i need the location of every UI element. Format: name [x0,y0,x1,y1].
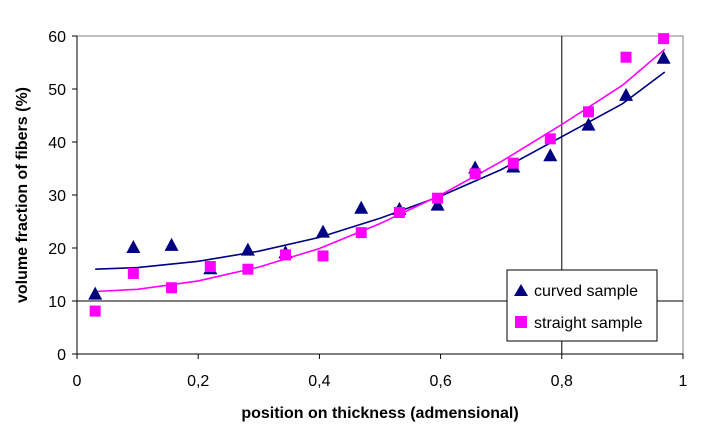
data-point-straight [620,51,632,63]
data-point-curved [354,200,369,214]
x-tick-label: 0,4 [308,373,330,390]
trend-lines [95,48,666,293]
data-point-straight [393,206,405,218]
y-tick-label: 20 [48,241,66,258]
data-point-straight [355,227,367,239]
data-point-straight [166,282,178,294]
trend-line-curved [95,71,666,270]
trend-line-straight [95,48,666,293]
x-tick-label: 1 [679,373,688,390]
data-point-straight [432,192,444,204]
data-point-straight [317,250,329,262]
data-point-curved [543,148,558,162]
data-point-straight [204,261,216,273]
legend-label-curved: curved sample [534,283,638,300]
legend-square-icon [515,316,527,328]
y-tick-label: 0 [57,347,66,364]
data-point-straight [544,133,556,145]
data-point-straight [658,33,670,45]
y-tick-label: 60 [48,29,66,46]
data-point-curved [619,87,634,101]
axes [72,35,684,359]
data-point-curved [656,50,671,64]
y-axis-title: volume fraction of fibers (%) [14,87,31,303]
data-point-curved [240,242,255,256]
y-tick-label: 10 [48,294,66,311]
x-tick-label: 0,6 [429,373,451,390]
data-point-straight [89,305,101,317]
y-tick-label: 40 [48,135,66,152]
data-points [88,33,671,317]
y-tick-label: 50 [48,82,66,99]
x-tick-label: 0,2 [187,373,209,390]
data-point-curved [126,240,141,253]
data-point-straight [582,106,594,118]
tick-labels: 0 10 20 30 40 50 60 0 0,2 0,4 0,6 0,8 1 [48,29,687,390]
data-point-curved [88,286,103,300]
legend-box [506,269,658,342]
data-point-straight [279,249,291,261]
data-point-curved [164,237,179,251]
x-tick-label: 0 [73,373,82,390]
data-point-curved [581,117,596,131]
data-point-straight [127,267,139,279]
data-point-curved [430,197,445,211]
legend: curved sample straight sample [506,269,658,342]
data-point-straight [242,263,254,275]
legend-triangle-icon [514,284,528,296]
legend-label-straight: straight sample [534,315,643,332]
data-point-straight [507,157,519,169]
y-tick-label: 30 [48,188,66,205]
data-point-straight [469,168,481,180]
x-axis-title: position on thickness (admensional) [241,405,518,422]
data-point-curved [316,224,331,238]
x-tick-label: 0,8 [551,373,573,390]
